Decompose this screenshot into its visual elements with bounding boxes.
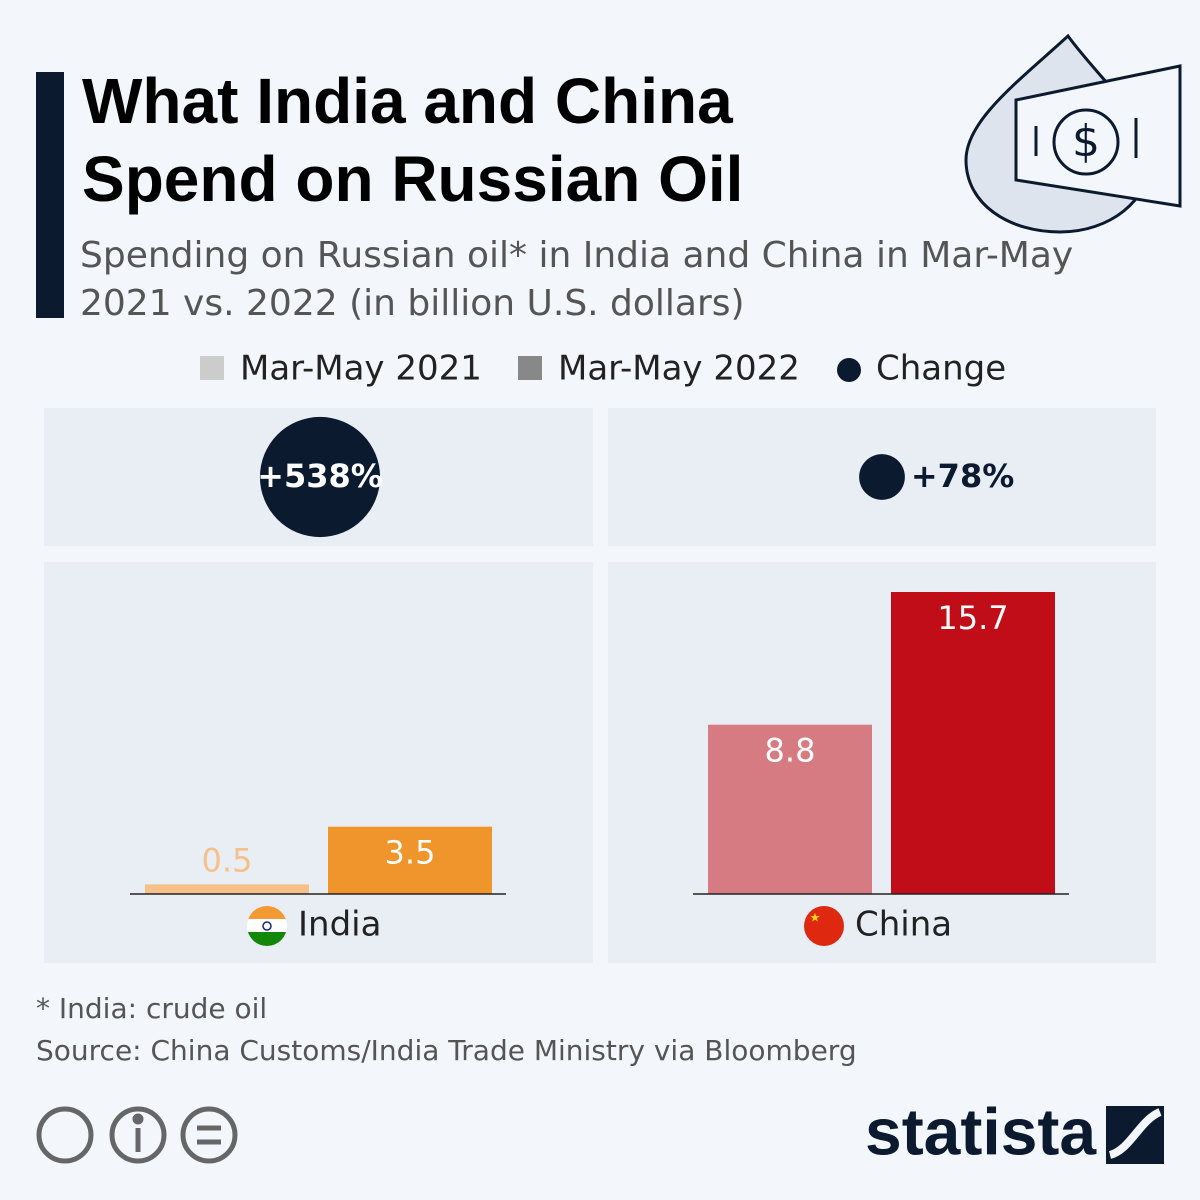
- flag-china: ★: [804, 906, 844, 946]
- chart-title: What India and China Spend on Russian Oi…: [82, 65, 744, 215]
- legend-swatch: [518, 356, 542, 380]
- panel: [608, 562, 1156, 963]
- chart-subtitle: Spending on Russian oil* in India and Ch…: [80, 235, 1074, 324]
- oil-icon: $: [964, 33, 1182, 234]
- legend-swatch: [837, 358, 861, 382]
- legend-label: Mar-May 2022: [558, 349, 800, 389]
- legend-swatch: [200, 356, 224, 380]
- bar: [328, 826, 492, 894]
- bar-value-label: 3.5: [385, 834, 436, 872]
- footnote: * India: crude oil: [36, 992, 267, 1025]
- title-accent: [36, 72, 64, 318]
- change-label: +538%: [257, 457, 383, 495]
- brand-mark: [1106, 1106, 1164, 1164]
- bar: [891, 592, 1055, 894]
- category-label: India: [298, 905, 381, 945]
- bar-value-label: 15.7: [937, 599, 1008, 637]
- svg-text:★: ★: [810, 911, 821, 925]
- category-label: China: [855, 905, 952, 945]
- bar: [145, 884, 309, 894]
- source: Source: China Customs/India Trade Minist…: [36, 1034, 857, 1067]
- bar-value-label: 0.5: [202, 841, 253, 879]
- svg-text:$: $: [1072, 116, 1100, 167]
- change-bubble: [859, 454, 905, 500]
- bar-value-label: 8.8: [765, 732, 816, 770]
- bar: [708, 724, 872, 894]
- flag-india: [247, 906, 287, 946]
- change-bubble: [259, 416, 381, 538]
- legend-label: Mar-May 2021: [240, 349, 482, 389]
- legend-label: Change: [876, 349, 1006, 389]
- change-label: +78%: [911, 457, 1014, 495]
- brand: statista: [865, 1094, 1097, 1168]
- license-icons: [36, 1106, 238, 1164]
- panel: [44, 562, 593, 963]
